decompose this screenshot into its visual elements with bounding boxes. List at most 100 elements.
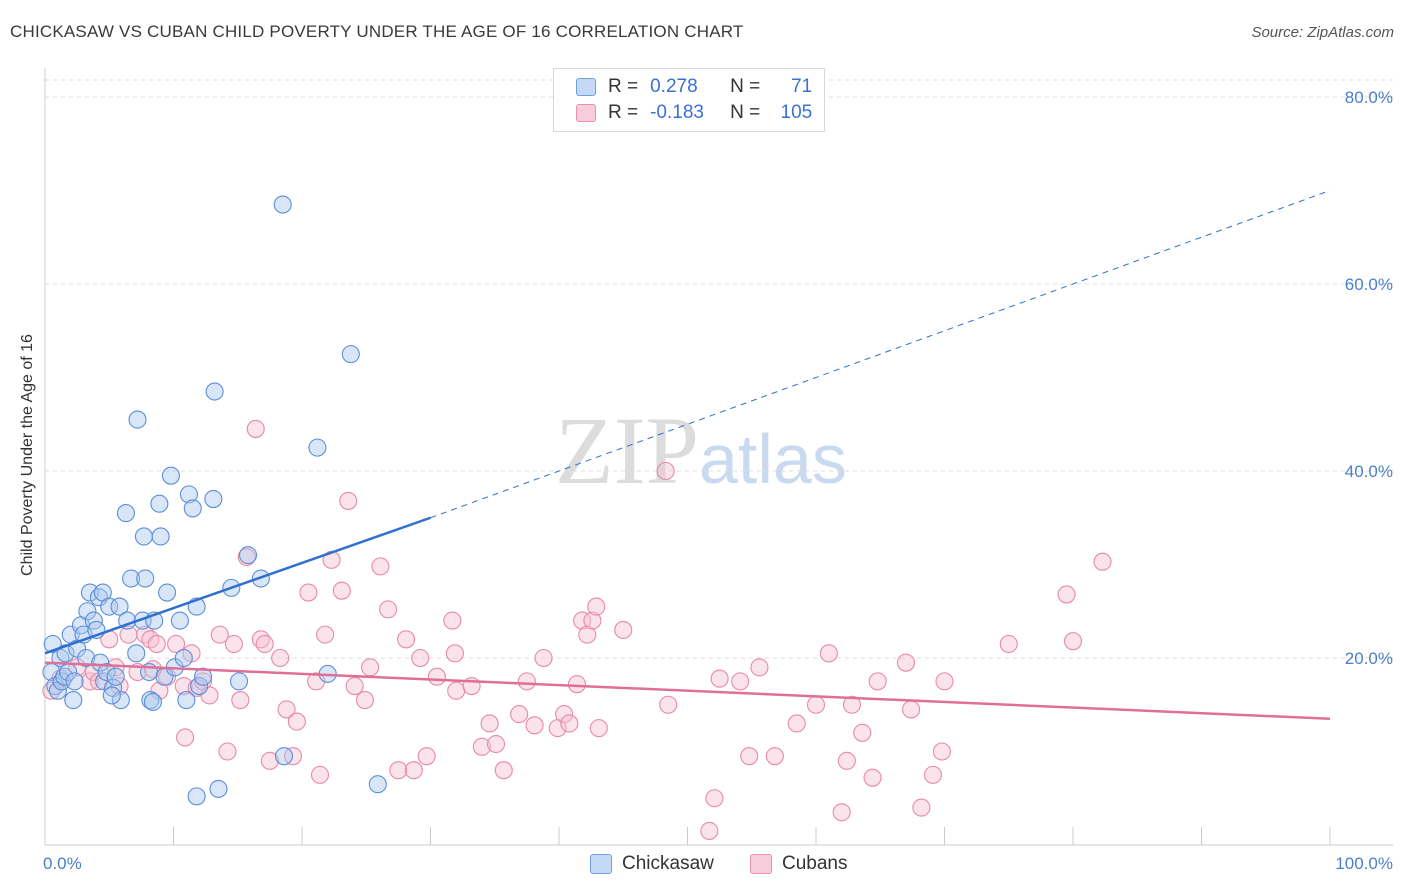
cubans-point — [832, 803, 851, 822]
chickasaw-point — [187, 787, 206, 806]
cubans-point — [224, 634, 243, 654]
cubans-point — [560, 714, 579, 733]
chickasaw-point — [102, 686, 121, 705]
y-tick-label: 80.0% — [1345, 88, 1393, 107]
cubans-point — [656, 461, 675, 481]
cubans-point — [705, 789, 724, 808]
legend-n-value: 105 — [780, 102, 813, 123]
watermark-zip: ZIP — [555, 397, 699, 504]
chickasaw-point — [368, 775, 387, 794]
cubans-point — [750, 658, 769, 677]
source-label: Source: ZipAtlas.com — [1251, 24, 1394, 41]
cubans-point — [411, 648, 430, 668]
stats-legend: R = 0.278 N = 71 R = -0.183 N = 105 — [553, 68, 825, 132]
chickasaw-point — [341, 345, 360, 364]
chickasaw-point — [229, 672, 249, 691]
chickasaw-point — [77, 648, 96, 668]
cubans-point — [332, 581, 351, 600]
cubans-point — [837, 751, 856, 770]
chickasaw-point — [161, 466, 180, 485]
legend-r-label: R = — [608, 76, 639, 97]
x-tick-label: 0.0% — [43, 854, 82, 873]
chickasaw-point — [116, 504, 136, 523]
cubans-point — [819, 644, 838, 663]
chickasaw-point — [52, 672, 71, 691]
chickasaw-point — [111, 691, 130, 710]
cubans-point — [260, 751, 279, 770]
cubans-point — [389, 761, 408, 780]
chickasaw-trendline — [44, 516, 431, 655]
cubans-point — [397, 630, 416, 649]
bottom-legend-label-chickasaw: Chickasaw — [622, 853, 714, 874]
y-tick-label: 40.0% — [1345, 462, 1393, 481]
cubans-point — [614, 620, 633, 640]
chickasaw-trendline-extension — [430, 190, 1331, 519]
chickasaw-point — [80, 583, 100, 602]
legend-row-chickasaw: R = 0.278 N = 71 — [576, 75, 812, 99]
cubans-point — [355, 691, 375, 710]
chickasaw-point — [128, 410, 147, 429]
cubans-point — [486, 734, 506, 754]
cubans-point — [932, 742, 951, 761]
cubans-point — [912, 798, 931, 817]
chickasaw-point — [238, 546, 258, 565]
cubans-point — [176, 728, 195, 747]
cubans-point — [710, 669, 729, 688]
chickasaw-point — [65, 672, 84, 691]
chickasaw-point — [190, 676, 209, 696]
cubans-point — [573, 611, 592, 630]
cubans-point — [731, 672, 750, 691]
chickasaw-point — [273, 195, 292, 214]
cubans-point — [417, 747, 436, 766]
cubans-point — [700, 821, 719, 841]
cubans-point — [339, 491, 358, 510]
cubans-point — [231, 691, 250, 710]
cubans-point — [371, 557, 390, 576]
cubans-point — [923, 765, 942, 784]
cubans-point — [534, 648, 553, 668]
cubans-point — [84, 662, 103, 682]
cubans-point — [1093, 552, 1112, 571]
chickasaw-point — [179, 485, 198, 504]
cubans-point — [510, 705, 529, 724]
y-tick-label: 60.0% — [1345, 275, 1393, 294]
chickasaw-point — [194, 667, 213, 686]
cubans-point — [842, 695, 862, 714]
cubans-point — [494, 761, 513, 780]
chickasaw-point — [174, 648, 193, 668]
cubans-point — [361, 658, 380, 677]
legend-swatch-cubans — [576, 104, 596, 122]
cubans-point — [310, 765, 330, 784]
cubans-point — [902, 700, 921, 719]
cubans-point — [218, 742, 237, 761]
legend-n-label: N = — [730, 76, 761, 97]
cubans-point — [517, 672, 536, 691]
cubans-point — [999, 634, 1018, 654]
chickasaw-point — [183, 499, 202, 518]
cubans-point — [765, 747, 784, 766]
cubans-point — [210, 625, 229, 644]
cubans-point — [472, 737, 491, 756]
cubans-point — [896, 653, 916, 672]
legend-n-label: N = — [730, 102, 761, 123]
cubans-point — [379, 600, 398, 619]
cubans-point — [740, 747, 759, 766]
bottom-legend-label-cubans: Cubans — [782, 853, 848, 874]
cubans-point — [447, 681, 466, 700]
chart-title: CHICKASAW VS CUBAN CHILD POVERTY UNDER T… — [10, 22, 744, 41]
cubans-point — [589, 719, 608, 738]
cubans-point — [480, 714, 499, 733]
cubans-point — [316, 625, 335, 644]
cubans-point — [1057, 585, 1076, 604]
chickasaw-point — [308, 438, 327, 457]
cubans-point — [147, 634, 166, 654]
bottom-legend-chickasaw: Chickasaw — [590, 852, 714, 876]
legend-n-value: 71 — [791, 76, 813, 97]
chickasaw-point — [205, 382, 224, 401]
cubans-point — [427, 667, 446, 686]
cubans-point — [525, 716, 544, 735]
cubans-point — [567, 675, 587, 694]
y-tick-label: 20.0% — [1345, 649, 1393, 668]
cubans-point — [868, 672, 887, 691]
chickasaw-point — [64, 691, 83, 710]
